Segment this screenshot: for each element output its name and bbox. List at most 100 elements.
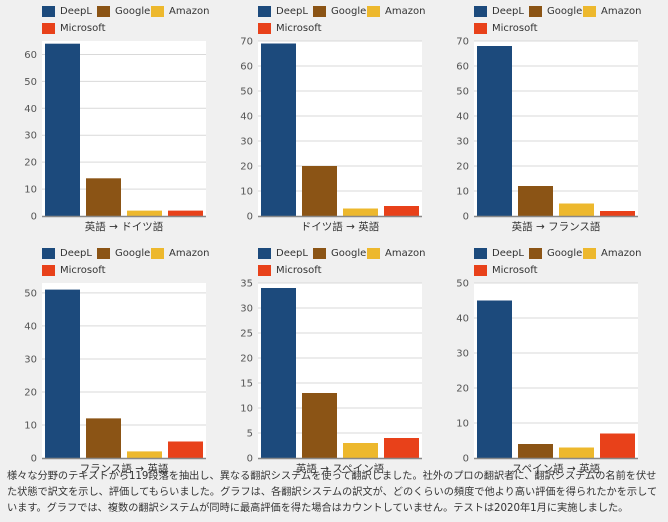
legend-entry: Microsoft: [258, 265, 322, 276]
legend-swatch: [367, 6, 380, 17]
legend-swatch: [367, 248, 380, 259]
y-tick-label: 30: [456, 349, 469, 360]
chart-panel: DeepL Google Amazon Microsoft 0 10 20 30 40 50 60 英…: [0, 0, 216, 232]
y-tick-label: 0: [31, 212, 37, 223]
bar-chart: 0 5 10 15 20 25 30 35 英語 → スペイン語: [240, 279, 422, 474]
legend-swatch: [258, 6, 271, 17]
legend-entry: Google: [97, 6, 150, 17]
legend-entry: DeepL: [258, 248, 308, 259]
x-axis-label: 英語 → スペイン語: [296, 462, 385, 474]
y-tick-label: 0: [247, 454, 253, 465]
y-tick-label: 40: [24, 321, 37, 332]
y-tick-label: 50: [24, 288, 37, 299]
legend-label: Amazon: [385, 6, 426, 17]
bar-amazon: [127, 210, 162, 216]
y-tick-label: 0: [463, 212, 469, 223]
y-tick-label: 30: [240, 304, 253, 315]
legend-label: DeepL: [60, 248, 92, 259]
y-tick-label: 20: [24, 387, 37, 398]
legend-entry: DeepL: [474, 248, 524, 259]
y-tick-label: 10: [240, 404, 253, 415]
legend-swatch: [151, 6, 164, 17]
bar-google: [86, 178, 121, 216]
legend-label: Google: [331, 248, 367, 259]
legend-label: Google: [331, 6, 367, 17]
legend-entry: DeepL: [474, 6, 524, 17]
y-tick-label: 20: [456, 384, 469, 395]
legend-entry: Microsoft: [474, 265, 538, 276]
legend-entry: DeepL: [258, 6, 308, 17]
legend-label: Amazon: [169, 6, 210, 17]
legend-label: Microsoft: [492, 23, 538, 34]
bar-deepl: [45, 43, 80, 216]
legend-entry: Amazon: [367, 6, 425, 17]
legend-swatch: [42, 23, 55, 34]
legend-entry: Amazon: [583, 248, 641, 259]
legend-label: DeepL: [60, 6, 92, 17]
legend-swatch: [474, 265, 487, 276]
legend-entry: Amazon: [151, 248, 209, 259]
legend-swatch: [313, 248, 326, 259]
legend-entry: Google: [529, 248, 582, 259]
chart-panel: DeepL Google Amazon Microsoft 0 10 20 30 40 50 60 7…: [216, 0, 432, 232]
bar-google: [518, 186, 553, 216]
y-tick-label: 60: [456, 62, 469, 73]
legend-label: Microsoft: [60, 23, 106, 34]
bar-deepl: [45, 289, 80, 458]
y-tick-label: 35: [240, 279, 253, 290]
y-tick-label: 10: [456, 419, 469, 430]
y-tick-label: 10: [456, 187, 469, 198]
legend-entry: Microsoft: [42, 265, 106, 276]
legend-label: Amazon: [601, 6, 642, 17]
legend-swatch: [97, 248, 110, 259]
legend-swatch: [474, 248, 487, 259]
y-tick-label: 10: [24, 185, 37, 196]
y-tick-label: 50: [24, 77, 37, 88]
bar-deepl: [477, 46, 512, 216]
legend-entry: Google: [313, 248, 366, 259]
legend-label: Amazon: [169, 248, 210, 259]
y-tick-label: 40: [456, 112, 469, 123]
y-tick-label: 15: [240, 379, 253, 390]
legend-entry: Google: [529, 6, 582, 17]
legend-swatch: [258, 248, 271, 259]
y-tick-label: 5: [247, 429, 253, 440]
legend-swatch: [474, 23, 487, 34]
y-tick-label: 40: [456, 314, 469, 325]
legend-label: Microsoft: [60, 265, 106, 276]
bar-deepl: [261, 43, 296, 216]
legend-swatch: [529, 248, 542, 259]
legend-swatch: [258, 265, 271, 276]
y-tick-label: 0: [247, 212, 253, 223]
chart-panel: DeepL Google Amazon Microsoft 0 10 20 30 40 50 60 7…: [432, 0, 648, 232]
bar-amazon: [559, 203, 594, 216]
legend-entry: Google: [313, 6, 366, 17]
bar-chart: 0 10 20 30 40 50 60 70 ドイツ語 → 英語: [240, 37, 422, 232]
y-tick-label: 70: [456, 37, 469, 48]
y-tick-label: 70: [240, 37, 253, 48]
y-tick-label: 60: [240, 62, 253, 73]
x-axis-label: 英語 → フランス語: [512, 220, 601, 232]
bar-microsoft: [600, 211, 635, 216]
legend-label: Microsoft: [276, 265, 322, 276]
bar-chart: 0 10 20 30 40 50 60 英語 → ドイツ語: [24, 41, 206, 232]
bar-chart: 0 10 20 30 40 50 フランス語 → 英語: [24, 283, 206, 474]
bar-microsoft: [168, 441, 203, 458]
legend-label: Google: [115, 6, 151, 17]
y-tick-label: 10: [24, 420, 37, 431]
y-tick-label: 30: [456, 137, 469, 148]
legend-label: DeepL: [276, 6, 308, 17]
charts-grid: DeepL Google Amazon Microsoft 0 10 20 30 40 50 60 英…: [0, 0, 648, 474]
legend-swatch: [583, 248, 596, 259]
legend-entry: Amazon: [583, 6, 641, 17]
legend-label: Google: [115, 248, 151, 259]
y-tick-label: 50: [240, 87, 253, 98]
y-tick-label: 0: [31, 454, 37, 465]
bar-deepl: [261, 288, 296, 458]
legend-entry: Amazon: [367, 248, 425, 259]
legend-entry: DeepL: [42, 6, 92, 17]
x-axis-label: スペイン語 → 英語: [512, 462, 601, 474]
bar-amazon: [343, 443, 378, 458]
y-tick-label: 30: [240, 137, 253, 148]
legend-entry: Microsoft: [42, 23, 106, 34]
